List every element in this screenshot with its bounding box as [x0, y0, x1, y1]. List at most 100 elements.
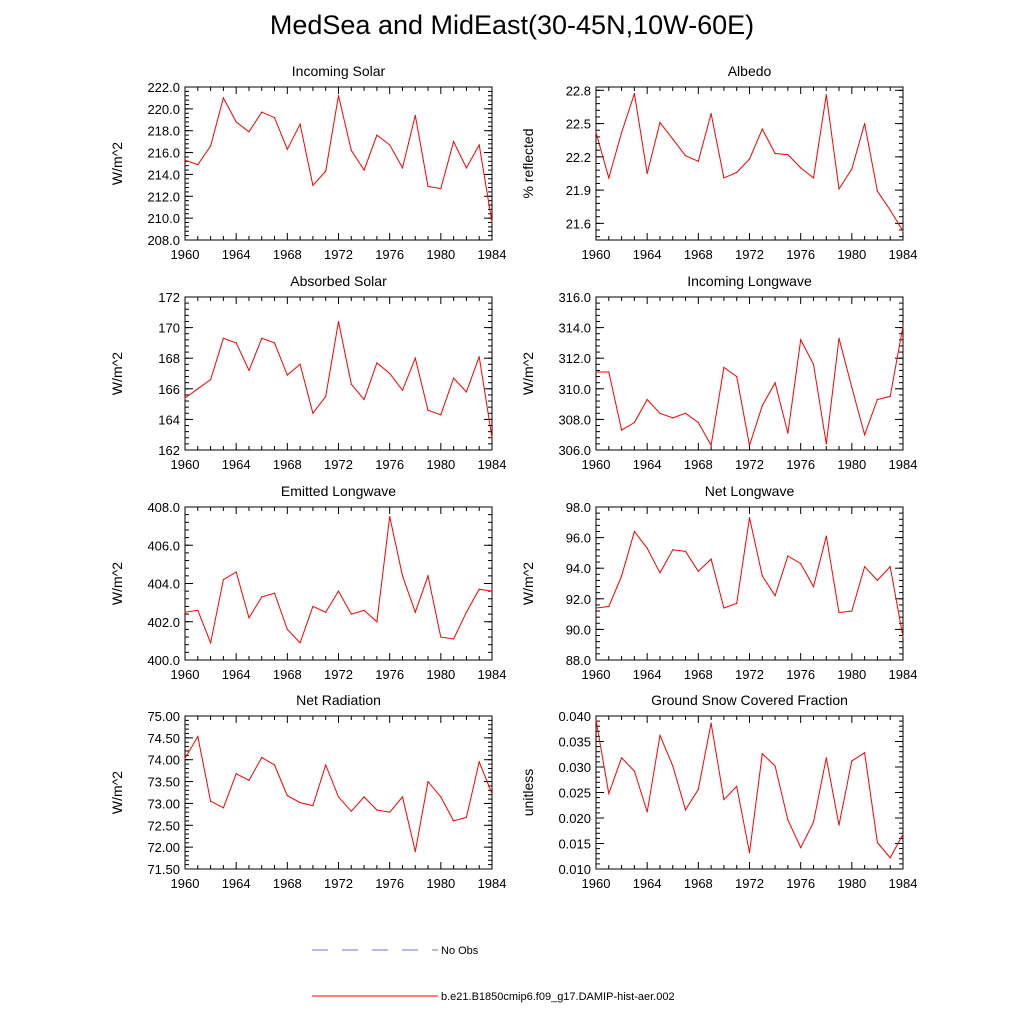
data-point [800, 846, 802, 849]
data-point [389, 811, 391, 813]
data-point [864, 434, 866, 436]
x-tick-label: 1972 [735, 247, 764, 262]
legend: No Obs b.e21.B1850cmip6.f09_g17.DAMIP-hi… [312, 945, 675, 1003]
data-point [864, 566, 866, 568]
data-point [608, 792, 610, 795]
data-point [209, 379, 212, 381]
data-point [235, 342, 237, 344]
data-point [748, 517, 751, 519]
data-point [491, 221, 493, 224]
x-tick-label: 1960 [171, 247, 200, 262]
data-point [876, 398, 879, 401]
data-point [248, 617, 250, 619]
data-point [248, 131, 250, 133]
data-point [633, 770, 635, 772]
data-point [710, 722, 712, 724]
chart-panel-3: 1960 1964 1968 1972 1976 1980 1984 162 164 166 168… [109, 273, 506, 472]
y-tick-label: 216.0 [147, 146, 180, 161]
data-point [672, 138, 674, 140]
data-point [261, 756, 263, 759]
y-tick-label: 406.0 [147, 538, 180, 553]
data-point [312, 412, 314, 414]
panel-title: Emitted Longwave [281, 483, 396, 499]
panel-title: Net Radiation [296, 692, 381, 708]
data-point [222, 579, 224, 581]
data-point [376, 134, 378, 136]
data-point [286, 628, 288, 631]
y-axis-label: unitless [520, 769, 536, 816]
data-point [608, 371, 610, 373]
data-point [864, 752, 866, 754]
data-point [684, 809, 687, 811]
data-point [889, 857, 891, 859]
data-point [440, 414, 442, 416]
y-tick-label: 74.50 [147, 731, 180, 746]
data-point [363, 169, 365, 171]
data-point [672, 549, 674, 551]
data-point [299, 642, 301, 644]
data-point [440, 188, 442, 190]
data-point [646, 547, 648, 549]
data-point [337, 95, 340, 97]
data-point [453, 377, 455, 379]
data-point [184, 397, 186, 399]
data-point [723, 366, 725, 368]
data-point [363, 609, 365, 611]
x-tick-label: 1984 [478, 457, 507, 472]
x-tick-label: 1976 [786, 247, 815, 262]
chart-panel-7: 1960 1964 1968 1972 1976 1980 1984 71.50 72.00 72… [109, 692, 506, 891]
data-point [465, 167, 468, 169]
data-point [376, 621, 378, 623]
chart-panel-8: 1960 1964 1968 1972 1976 1980 1984 0.010 0.015 0.… [520, 692, 917, 891]
data-point [363, 398, 365, 401]
y-axis-label: W/m^2 [109, 771, 125, 814]
y-tick-label: 22.2 [566, 150, 591, 165]
x-tick-label: 1984 [478, 667, 507, 682]
data-point [235, 121, 237, 123]
data-point [800, 339, 802, 341]
chart-panel-6: 1960 1964 1968 1972 1976 1980 1984 88.0 90.0 92.0… [520, 483, 917, 682]
y-tick-label: 21.6 [566, 216, 591, 231]
data-point [325, 611, 327, 613]
data-point [595, 371, 597, 373]
data-point [748, 444, 751, 447]
y-tick-label: 314.0 [558, 321, 591, 336]
y-tick-label: 22.8 [566, 83, 591, 98]
chart-panel-2: 1960 1964 1968 1972 1976 1980 1984 21.6 21.9 22.2… [520, 63, 917, 262]
y-tick-label: 98.0 [566, 500, 591, 515]
plot-frame [595, 715, 904, 870]
x-tick-label: 1964 [633, 247, 662, 262]
y-tick-label: 0.020 [558, 811, 591, 826]
data-point [299, 123, 301, 125]
data-point [389, 144, 391, 146]
y-tick-label: 94.0 [566, 561, 591, 576]
data-point [800, 563, 802, 565]
y-tick-label: 312.0 [558, 351, 591, 366]
y-tick-label: 308.0 [558, 412, 591, 427]
data-point [646, 398, 648, 401]
data-point [299, 801, 301, 804]
series-line [184, 95, 493, 223]
data-point [465, 611, 468, 613]
data-point [235, 571, 237, 573]
data-point [761, 128, 763, 130]
x-tick-label: 1976 [375, 457, 404, 472]
y-tick-label: 0.015 [558, 837, 591, 852]
data-point [273, 764, 276, 766]
y-tick-label: 218.0 [147, 124, 180, 139]
data-point [736, 785, 738, 787]
data-point [286, 794, 288, 797]
y-tick-label: 210.0 [147, 211, 180, 226]
y-tick-label: 220.0 [147, 102, 180, 117]
data-point [761, 405, 763, 407]
x-tick-label: 1968 [684, 876, 713, 891]
data-point [465, 816, 468, 819]
data-point [273, 342, 276, 344]
data-point [427, 409, 429, 411]
y-tick-label: 172 [158, 290, 180, 305]
plot-frame [184, 296, 493, 451]
data-point [491, 590, 493, 592]
y-axis-label: W/m^2 [109, 562, 125, 605]
data-point [350, 149, 352, 151]
x-tick-label: 1980 [426, 247, 455, 262]
